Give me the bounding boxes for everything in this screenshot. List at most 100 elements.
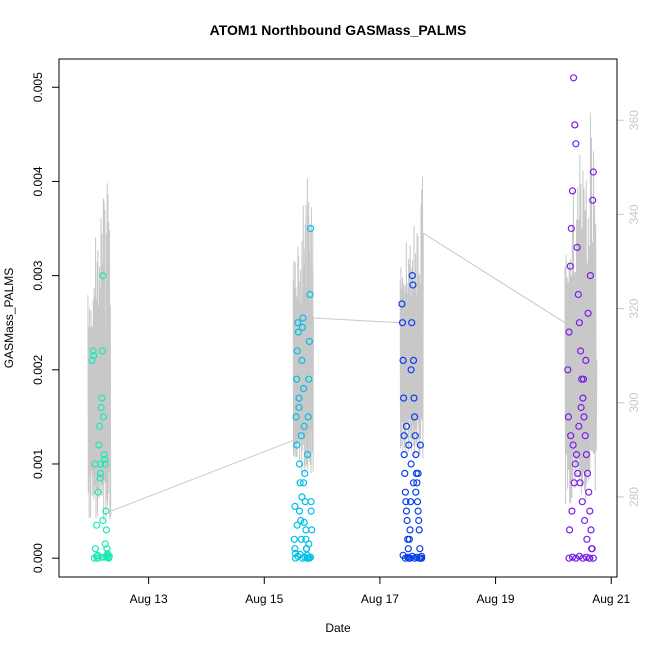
data-point	[298, 323, 306, 331]
x-tick-label: Aug 15	[245, 592, 283, 606]
y-tick-label: 0.005	[31, 72, 45, 102]
data-point	[404, 545, 412, 553]
data-point	[566, 262, 574, 270]
data-point	[101, 455, 109, 463]
data-point	[98, 347, 107, 355]
data-point	[290, 535, 298, 543]
data-point	[297, 516, 305, 525]
data-point	[97, 403, 105, 412]
data-point	[101, 540, 109, 548]
data-point	[572, 554, 580, 562]
data-point	[413, 498, 422, 506]
data-point	[405, 441, 413, 449]
data-point	[405, 535, 413, 543]
data-point	[301, 469, 309, 477]
plot-frame	[58, 58, 618, 578]
data-point	[295, 460, 304, 468]
data-point	[297, 432, 305, 440]
data-point	[567, 224, 575, 233]
data-point	[308, 526, 316, 534]
data-point	[300, 518, 308, 527]
data-point	[582, 553, 591, 561]
data-point	[400, 432, 408, 440]
overlay-flight-line	[399, 176, 424, 459]
data-point	[412, 488, 420, 496]
data-point	[579, 394, 587, 402]
secondary-y-tick-label: 280	[627, 487, 641, 507]
data-point	[409, 356, 418, 364]
data-point	[102, 507, 110, 515]
data-point	[582, 451, 591, 459]
data-point	[305, 375, 313, 383]
data-point	[575, 422, 583, 430]
data-point	[407, 460, 415, 468]
data-point	[99, 413, 108, 421]
data-point	[295, 403, 303, 412]
data-point	[302, 535, 310, 543]
secondary-y-tick-label: 340	[627, 204, 641, 224]
data-point	[589, 554, 597, 562]
data-point	[408, 272, 416, 280]
data-point	[295, 507, 304, 515]
y-tick-label: 0.002	[31, 354, 45, 384]
data-point	[416, 441, 424, 449]
data-point	[403, 516, 411, 525]
data-point	[589, 168, 597, 176]
data-point	[102, 526, 111, 534]
data-point	[295, 394, 303, 402]
data-point	[402, 422, 411, 430]
secondary-y-tick-label: 320	[627, 298, 641, 318]
axes-group: Aug 13 Aug 15 Aug 17 Aug 19 Aug 21 0.000 0.001…	[31, 72, 641, 606]
data-point	[569, 74, 578, 82]
data-point	[589, 196, 597, 204]
data-point	[306, 553, 315, 561]
data-point	[578, 498, 586, 506]
data-point	[94, 488, 102, 496]
data-point	[412, 451, 420, 459]
data-point	[581, 432, 589, 440]
y-tick-label: 0.004	[31, 166, 45, 196]
y-tick-label: 0.001	[31, 449, 45, 479]
data-point	[96, 474, 104, 482]
data-point	[99, 272, 107, 280]
data-point	[92, 521, 101, 529]
data-point	[564, 366, 572, 374]
data-point	[98, 553, 106, 561]
data-point	[94, 554, 102, 562]
y-tick-label: 0.003	[31, 260, 45, 290]
data-point	[413, 479, 421, 487]
data-point	[583, 535, 591, 543]
x-tick-label: Aug 19	[477, 592, 515, 606]
data-point	[91, 545, 100, 553]
data-point	[415, 516, 423, 525]
overlay-flight-line	[564, 112, 598, 505]
data-point	[580, 413, 588, 421]
x-axis-label: Date	[325, 621, 351, 635]
data-point	[411, 413, 419, 421]
data-point	[565, 526, 574, 534]
data-point	[586, 554, 594, 562]
data-point	[579, 375, 588, 383]
data-point	[95, 422, 104, 430]
data-point	[398, 300, 406, 308]
data-point	[300, 479, 308, 487]
x-tick-label: Aug 17	[361, 592, 399, 606]
data-point	[101, 553, 109, 561]
data-point	[582, 356, 590, 364]
data-point	[576, 347, 585, 355]
data-point	[89, 347, 97, 355]
overlay-connector-line	[110, 439, 294, 512]
data-point	[292, 413, 300, 421]
data-point	[294, 328, 302, 336]
data-point	[571, 121, 579, 129]
data-point	[564, 413, 573, 421]
data-point	[401, 488, 409, 496]
data-point	[307, 498, 315, 506]
data-point	[567, 432, 575, 440]
data-point	[414, 507, 422, 515]
data-point	[565, 554, 573, 562]
data-point	[103, 545, 111, 553]
data-point	[572, 140, 580, 148]
x-tick-label: Aug 13	[130, 592, 168, 606]
overlay-connector-line	[313, 317, 401, 324]
